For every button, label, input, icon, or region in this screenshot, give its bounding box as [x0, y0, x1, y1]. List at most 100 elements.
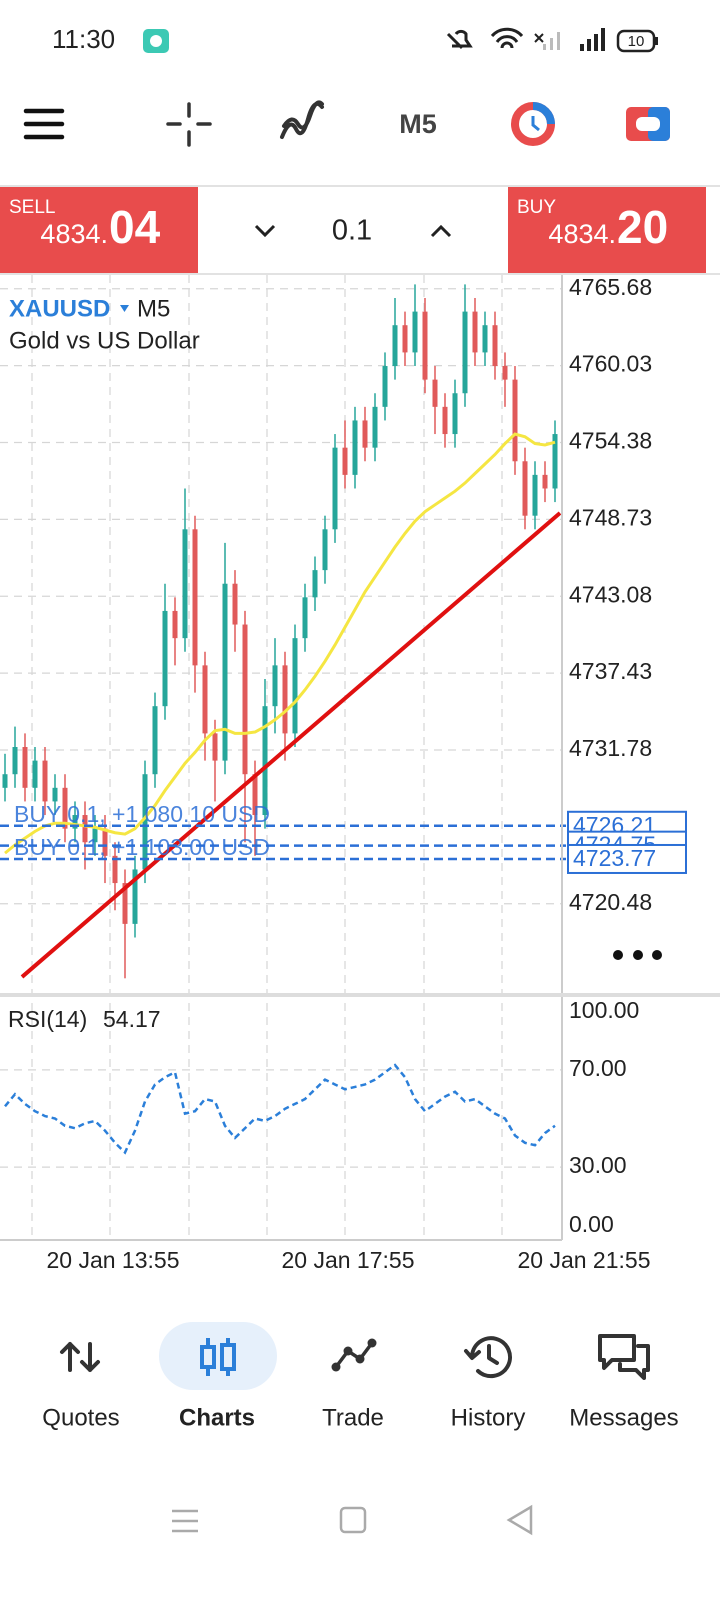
candle-body [302, 597, 308, 639]
candle-body [402, 325, 408, 353]
sell-button[interactable] [0, 187, 198, 273]
symbol[interactable]: XAUUSD [9, 295, 110, 322]
rsi-tick-label: 0.00 [569, 1211, 614, 1237]
candle-body [122, 883, 128, 924]
price-tick-label: 4737.43 [569, 658, 652, 684]
candle-body [12, 746, 18, 775]
x-tick-label: 20 Jan 13:55 [46, 1247, 179, 1273]
candle-body [522, 461, 528, 516]
battery-level: 10 [628, 33, 645, 50]
active-tab-highlight [159, 1322, 277, 1390]
candle-body [442, 406, 448, 435]
candle-body [142, 774, 148, 870]
order-price-tag [567, 843, 687, 874]
candle-body [252, 774, 258, 816]
candle-body [272, 665, 278, 707]
candle-body [332, 447, 338, 530]
candle-body [262, 706, 268, 816]
timeframe-button[interactable]: M5 [399, 109, 437, 139]
volume[interactable]: 0.1 [332, 215, 372, 247]
x-tick-label: 20 Jan 17:55 [281, 1247, 414, 1273]
candle-body [412, 311, 418, 353]
menu-button[interactable] [23, 108, 65, 140]
candle-body [42, 760, 48, 802]
candle-body [282, 665, 288, 734]
candle-body [22, 746, 28, 788]
candle-body [392, 325, 398, 367]
volume-down[interactable] [254, 224, 276, 238]
trade-icon [331, 1338, 377, 1372]
candle-body [372, 406, 378, 448]
candle-body [32, 760, 38, 788]
order-price-tag-label: 4723.77 [573, 845, 656, 871]
nav-tab[interactable]: Quotes [42, 1404, 119, 1431]
volume-up[interactable] [430, 224, 452, 238]
sell-price-big: 04 [109, 201, 161, 253]
candle-body [132, 869, 138, 924]
candle-body [92, 828, 98, 843]
candle-body [242, 624, 248, 775]
candle-body [362, 420, 368, 448]
nav-tab[interactable]: Trade [322, 1404, 384, 1431]
buy-price: 4834. [548, 219, 616, 249]
rsi-tick-label: 30.00 [569, 1152, 627, 1178]
quotes-icon [60, 1342, 100, 1372]
nav-tab[interactable]: History [451, 1404, 526, 1431]
charts-icon [200, 1338, 236, 1376]
trade-button[interactable] [626, 107, 670, 141]
more-button[interactable] [613, 950, 662, 960]
candle-body [202, 665, 208, 734]
back-button[interactable] [506, 1504, 533, 1536]
candle-body [72, 815, 78, 829]
crosshair-button[interactable] [166, 102, 212, 147]
sell-label: SELL [9, 197, 55, 218]
buy-button[interactable] [508, 187, 706, 273]
symbol-description: Gold vs US Dollar [9, 327, 200, 354]
candle-body [352, 420, 358, 475]
history-icon [464, 1336, 512, 1379]
candle-body [532, 474, 538, 516]
home-button[interactable] [339, 1506, 367, 1534]
rsi-line [4, 1063, 556, 1155]
candle-body [322, 529, 328, 571]
rsi-title: RSI(14) [8, 1006, 87, 1032]
candle-body [52, 787, 58, 802]
recents-button[interactable] [172, 1509, 198, 1533]
candle-body [162, 610, 168, 707]
buy-label: BUY [517, 197, 556, 218]
objects-button[interactable] [511, 102, 555, 146]
candle-body [452, 393, 458, 435]
x-tick-label: 20 Jan 21:55 [517, 1247, 650, 1273]
candle-body [62, 787, 68, 829]
price-tick-label: 4765.68 [569, 274, 652, 300]
candle-body [82, 815, 88, 843]
price-tick-label: 4731.78 [569, 735, 652, 761]
marks: BUY 0.1, +1 080.10 USD BUY 0.1, +1 103.00… [0, 284, 566, 1155]
indicators-button[interactable] [280, 100, 324, 139]
price-tick-label: 4748.73 [569, 504, 652, 530]
system-nav [172, 1504, 533, 1536]
candle-body [502, 366, 508, 380]
candle-body [102, 828, 108, 856]
trendline [20, 511, 562, 979]
nav-tab[interactable]: Messages [569, 1404, 678, 1431]
rsi-tick-label: 70.00 [569, 1055, 627, 1081]
candle-body [2, 774, 8, 788]
candle-body [382, 366, 388, 407]
candle-body [492, 325, 498, 367]
candle-body [312, 570, 318, 598]
price-tick-label: 4720.48 [569, 889, 652, 915]
status-time: 11:30 [52, 24, 115, 54]
status-app-icon-dot [150, 35, 162, 47]
candle-body [482, 325, 488, 353]
candle-body [462, 311, 468, 394]
rsi-tick-label: 100.00 [569, 997, 639, 1023]
candle-body [212, 733, 218, 761]
price-tick-label: 4754.38 [569, 428, 652, 454]
nav-tab[interactable]: Charts [179, 1404, 255, 1431]
price-tick-label: 4760.03 [569, 351, 652, 377]
candle-body [192, 529, 198, 666]
symbol-dropdown[interactable] [120, 305, 129, 312]
order-label: BUY 0.1, +1 103.00 USD [14, 834, 270, 860]
